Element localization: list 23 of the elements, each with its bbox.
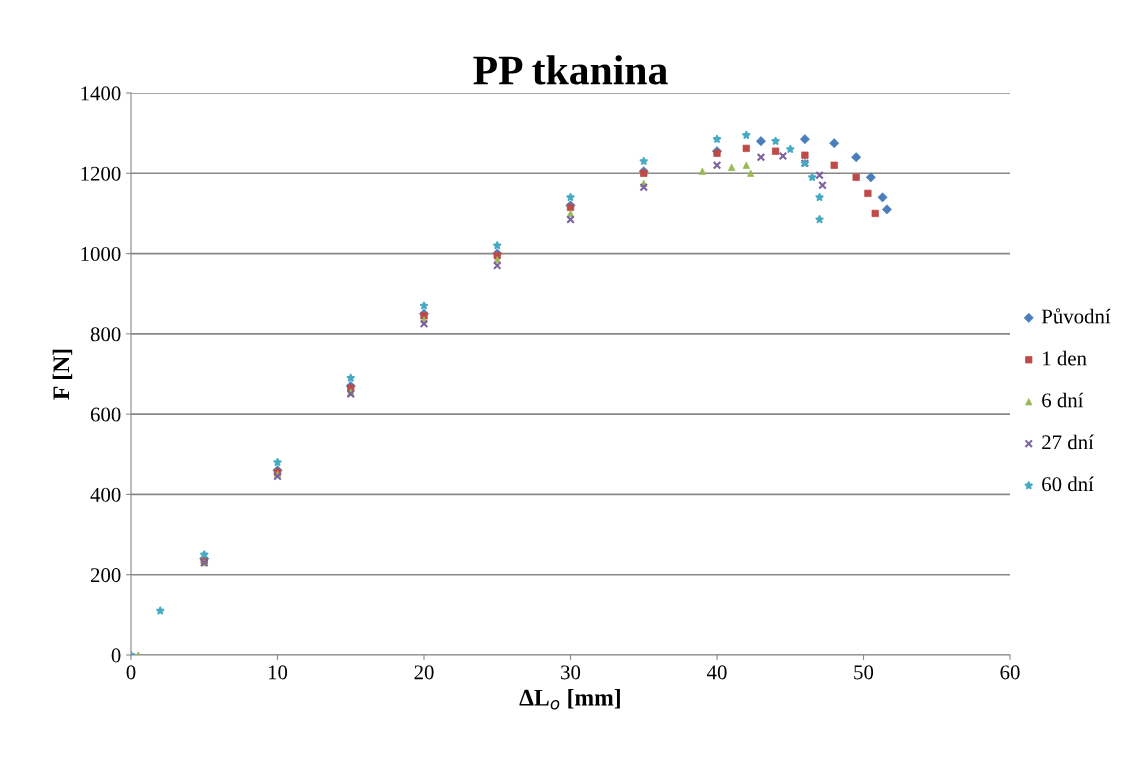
legend-label: Původní (1041, 308, 1111, 324)
x-tick-label: 20 (414, 665, 434, 680)
legend-label: 1 den (1043, 350, 1087, 366)
chart-title: PP tkanina (473, 55, 668, 85)
legend-label: 6 dní (1042, 392, 1084, 408)
x-tick-label: 40 (706, 665, 727, 680)
y-tick-label: 400 (90, 487, 121, 502)
x-tick-label: 50 (854, 665, 874, 680)
x-tick-label: 10 (268, 665, 288, 680)
x-tick-label: 0 (126, 665, 136, 680)
y-tick-label: 600 (90, 407, 121, 422)
y-tick-label: 1000 (81, 246, 121, 261)
y-tick-label: 0 (111, 648, 121, 663)
legend-label: 27 dní (1042, 434, 1094, 450)
x-tick-label: 30 (561, 665, 581, 680)
y-tick-label: 800 (90, 327, 121, 342)
legend-label: 60 dní (1042, 476, 1094, 492)
y-axis-title: F [N] (52, 349, 73, 400)
x-axis-title: ΔL$_{o}$ [mm] (519, 689, 620, 710)
x-tick-label: 60 (1000, 665, 1020, 680)
y-tick-label: 1200 (81, 166, 121, 181)
y-tick-label: 200 (90, 568, 121, 583)
y-tick-label: 1400 (81, 86, 121, 101)
